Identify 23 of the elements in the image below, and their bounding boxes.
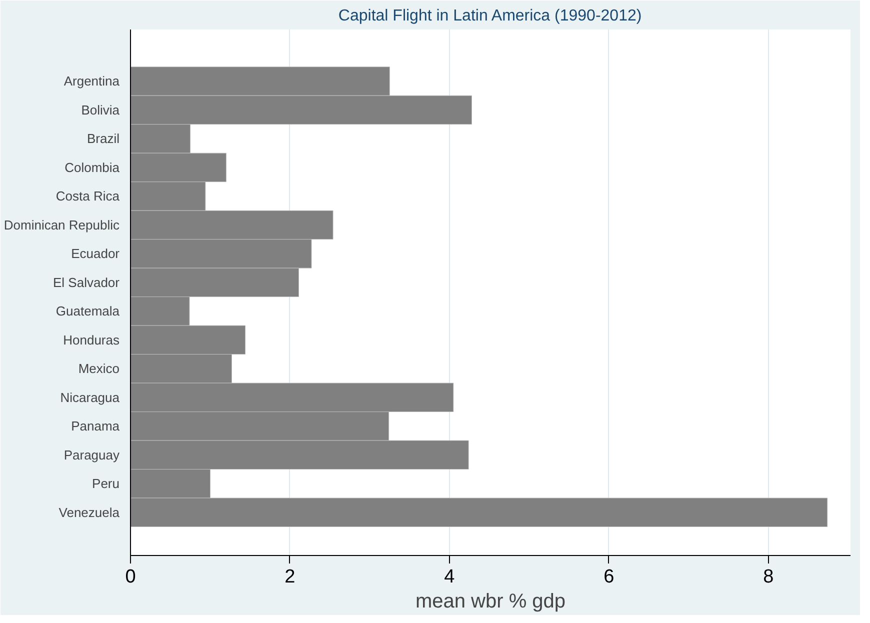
y-tick-label: Honduras — [63, 332, 120, 348]
x-axis-title: mean wbr % gdp — [415, 590, 566, 612]
chart-title: Capital Flight in Latin America (1990-2012) — [338, 8, 642, 24]
y-tick-label: Bolivia — [81, 102, 120, 118]
x-tick-label: 6 — [604, 566, 614, 588]
y-tick-label: Venezuela — [58, 504, 120, 520]
y-tick-label: Brazil — [86, 131, 120, 146]
x-tick-label: 0 — [125, 566, 136, 588]
y-tick-label: Argentina — [64, 74, 120, 89]
y-tick-label: Dominican Republic — [4, 217, 120, 232]
x-tick-label: 2 — [284, 566, 296, 588]
y-tick-label: El Salvador — [53, 274, 120, 290]
y-tick-label: Panama — [71, 418, 120, 434]
y-tick-label: Colombia — [64, 160, 120, 175]
y-tick-label: Peru — [92, 476, 120, 492]
x-tick-label: 8 — [763, 566, 774, 588]
y-tick-label: Guatemala — [56, 304, 120, 319]
x-tick-label: 4 — [444, 566, 456, 588]
y-tick-label: Mexico — [78, 361, 120, 376]
y-tick-label: Nicaragua — [60, 390, 120, 405]
y-tick-label: Costa Rica — [56, 188, 120, 204]
y-tick-label: Paraguay — [64, 447, 120, 462]
y-tick-label: Ecuador — [71, 246, 120, 262]
